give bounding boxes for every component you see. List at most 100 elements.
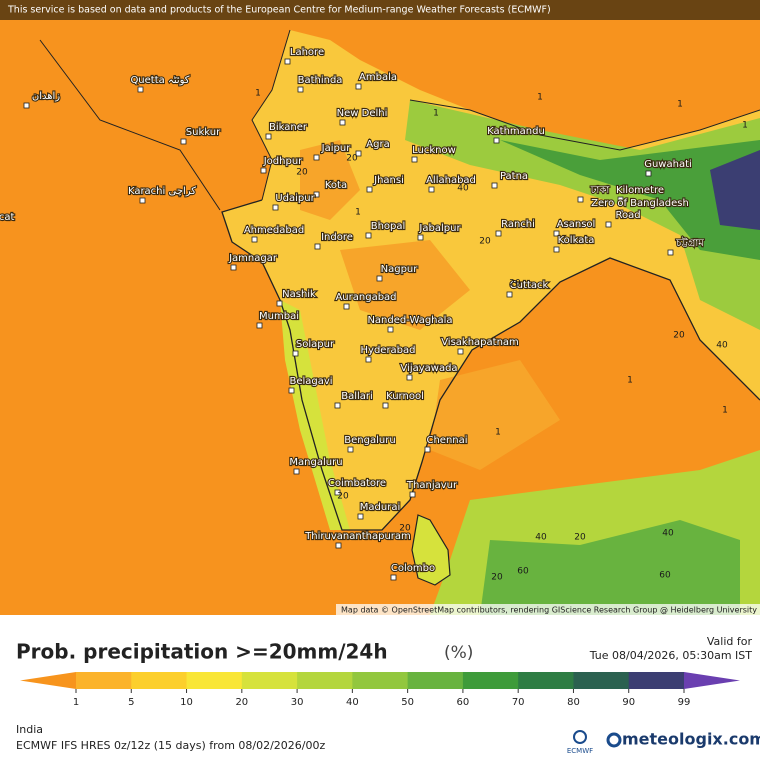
city-label: scat xyxy=(0,212,14,223)
city-label: Nagpur xyxy=(381,264,419,275)
city-label: Kurnool xyxy=(386,391,424,402)
city-marker xyxy=(265,133,272,140)
contour-label: 20 xyxy=(337,492,349,502)
legend-tick-label: 40 xyxy=(346,697,359,708)
city-label: Jhansi xyxy=(373,175,404,186)
city-label: Visakhapatnam xyxy=(441,337,519,348)
city-marker xyxy=(355,83,362,90)
city-marker xyxy=(424,446,431,453)
city-label: Agra xyxy=(366,139,389,150)
city-label: Jabalpur xyxy=(418,223,461,234)
city-label: New Delhi xyxy=(337,108,388,119)
ecmwf-text: ECMWF xyxy=(567,747,593,755)
region: India xyxy=(16,723,43,736)
city-marker xyxy=(284,58,291,65)
city-label: Mangaluru xyxy=(289,457,342,468)
city-label: Aurangabad xyxy=(335,292,396,303)
legend: 1 5 10 20 30 40 50 60 70 80 90 99 xyxy=(20,672,740,708)
city-label: চট্টগ্রাম xyxy=(675,237,704,249)
city-label: Jodhpur xyxy=(263,156,303,167)
city-label: Thanjavur xyxy=(406,480,458,491)
unit: (%) xyxy=(444,643,473,663)
brand[interactable]: meteologix.com xyxy=(622,730,760,749)
city-label: Nashik xyxy=(282,289,316,300)
city-marker xyxy=(409,491,416,498)
contour-label: 20 xyxy=(296,168,308,178)
city-label: Coimbatore xyxy=(328,478,386,489)
contour-label: 60 xyxy=(517,567,529,577)
contour-label: 40 xyxy=(662,529,674,539)
city-marker xyxy=(251,236,258,243)
city-marker xyxy=(617,196,624,203)
city-label: Kathmandu xyxy=(487,126,545,137)
city-label: Sukkur xyxy=(186,127,221,138)
city-label: Kilometre xyxy=(616,185,664,196)
city-marker xyxy=(347,446,354,453)
city-label: Ahmedabad xyxy=(244,225,304,236)
valid-label: Valid for xyxy=(707,635,753,648)
legend-tick-label: 90 xyxy=(622,697,635,708)
model: ECMWF IFS HRES 0z/12z (15 days) from 08/… xyxy=(16,739,326,752)
city-label: Chennai xyxy=(426,435,467,446)
contour-labels: 1 1 1 1 1 20 20 40 20 1 20 20 40 1 20 20 40 20 40 60 20 60 1 1 xyxy=(255,89,748,583)
city-marker xyxy=(428,186,435,193)
city-marker xyxy=(139,197,146,204)
contour-label: 60 xyxy=(659,571,671,581)
city-label: Bathinda xyxy=(298,75,343,86)
city-marker xyxy=(288,387,295,394)
contour-label: 1 xyxy=(355,208,361,218)
legend-tick-label: 1 xyxy=(73,697,79,708)
city-marker xyxy=(553,246,560,253)
legend-swatch xyxy=(462,672,519,689)
city-marker xyxy=(387,326,394,333)
city-labels: Lahore Bathinda Ambala Quetta كوئٹہ زاهدان Ne… xyxy=(0,46,705,581)
city-marker xyxy=(411,156,418,163)
city-label: Road xyxy=(615,210,640,221)
legend-swatch xyxy=(297,672,353,689)
contour-label: 1 xyxy=(677,100,683,110)
legend-swatch xyxy=(573,672,630,689)
legend-tick-label: 50 xyxy=(401,697,414,708)
city-label: Mumbai xyxy=(259,311,299,322)
legend-swatch xyxy=(518,672,574,689)
city-marker xyxy=(357,513,364,520)
city-marker xyxy=(339,119,346,126)
legend-tick-label: 5 xyxy=(128,697,134,708)
contour-label: 1 xyxy=(742,121,748,131)
city-marker xyxy=(355,150,362,157)
contour-label: 1 xyxy=(495,428,501,438)
contour-label: 1 xyxy=(537,93,543,103)
sri-lanka xyxy=(411,514,451,586)
city-marker xyxy=(577,196,584,203)
city-label: Colombo xyxy=(391,563,435,574)
city-label: Kolkata xyxy=(558,235,595,246)
city-marker xyxy=(406,374,413,381)
city-label: Asansol xyxy=(557,219,596,230)
city-marker xyxy=(314,243,321,250)
city-marker xyxy=(23,102,30,109)
city-marker xyxy=(645,170,652,177)
brand-logo xyxy=(606,732,622,748)
legend-swatch xyxy=(407,672,464,689)
city-label: Kota xyxy=(325,180,347,191)
city-label: Madurai xyxy=(360,502,400,513)
city-marker xyxy=(297,86,304,93)
legend-tick-label: 99 xyxy=(678,697,691,708)
contour-label: 1 xyxy=(627,376,633,386)
city-label: Vijayawada xyxy=(400,363,457,374)
city-label: Lucknow xyxy=(412,145,456,156)
city-marker xyxy=(495,230,502,237)
legend-tick-label: 30 xyxy=(291,697,304,708)
city-marker xyxy=(334,402,341,409)
banner-bg xyxy=(0,0,760,20)
city-label: Allahabad xyxy=(426,175,476,186)
city-marker xyxy=(313,154,320,161)
city-marker xyxy=(390,574,397,581)
city-marker xyxy=(137,86,144,93)
city-label: Udaipur xyxy=(275,193,315,204)
city-label: Quetta كوئٹہ xyxy=(130,75,189,86)
legend-swatch xyxy=(76,672,132,689)
city-marker xyxy=(292,350,299,357)
contour-label: 40 xyxy=(535,533,547,543)
legend-tick-label: 70 xyxy=(512,697,525,708)
